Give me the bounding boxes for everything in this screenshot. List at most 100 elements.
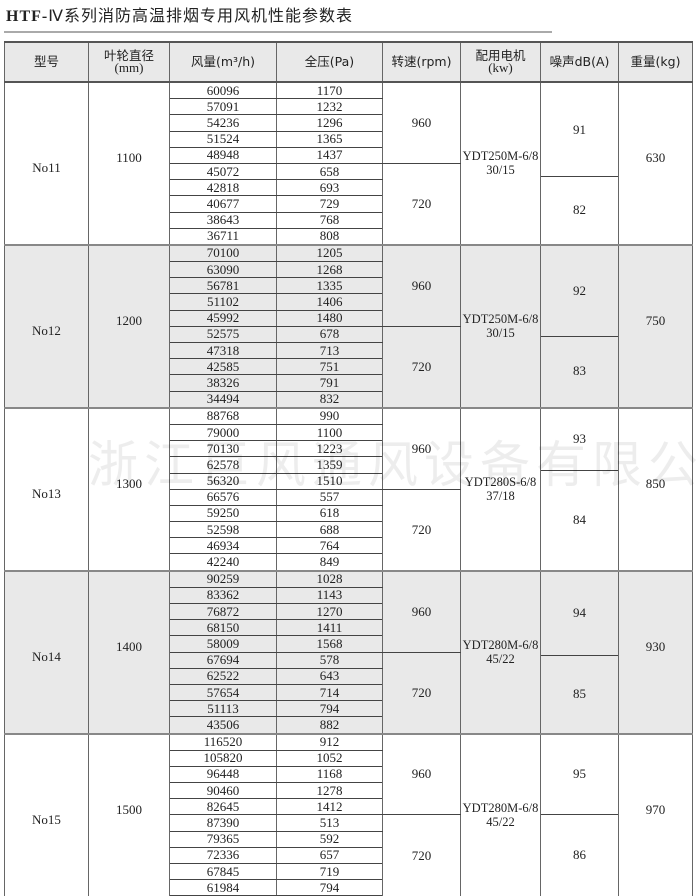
noise-cell: 91 82: [540, 81, 619, 245]
flow-cell: 54236: [169, 114, 277, 132]
table-row: 58009 1568: [5, 635, 693, 653]
pressure-cell: 1143: [276, 587, 383, 605]
pressure-cell: 719: [276, 863, 383, 881]
header-weight: 重量(kg): [618, 41, 693, 83]
weight-cell: 930: [618, 569, 693, 734]
table-row: 72336 657: [5, 847, 693, 865]
table-row: 47318 713: [5, 342, 693, 360]
model-group: No15 1500 116520 912 960 YDT280M-6/8 45/22 95 86…: [4, 732, 693, 896]
noise-low: 84: [573, 511, 586, 527]
flow-cell: 79365: [169, 831, 277, 848]
header-diameter: 叶轮直径 (mm): [88, 41, 170, 83]
pressure-cell: 1296: [276, 114, 383, 132]
speed-high-cell: 960: [382, 732, 461, 816]
flow-cell: 42818: [169, 179, 277, 197]
flow-cell: 45072: [169, 163, 277, 181]
table-row: 67845 719: [5, 863, 693, 881]
pressure-cell: 849: [276, 553, 383, 572]
pressure-cell: 990: [276, 406, 383, 425]
weight-cell: 970: [618, 732, 693, 896]
pressure-cell: 1268: [276, 261, 383, 279]
table-row: 56320 1510: [5, 473, 693, 490]
pressure-cell: 1359: [276, 456, 383, 474]
pressure-cell: 882: [276, 716, 383, 734]
flow-cell: 90460: [169, 782, 277, 800]
pressure-cell: 1406: [276, 293, 383, 311]
header-pressure: 全压(Pa): [276, 41, 383, 83]
pressure-cell: 557: [276, 489, 383, 506]
flow-cell: 47318: [169, 342, 277, 360]
model-cell: No11: [4, 81, 89, 245]
flow-cell: 59250: [169, 505, 277, 523]
noise-high: 93: [541, 409, 618, 471]
table-row: 57091 1232: [5, 98, 693, 116]
flow-cell: 87390: [169, 814, 277, 832]
noise-high: 94: [541, 572, 618, 657]
speed-low-cell: 720: [382, 652, 461, 734]
pressure-cell: 1205: [276, 243, 383, 263]
noise-low: 85: [573, 685, 586, 701]
pressure-cell: 658: [276, 163, 383, 181]
table-row: 43506 882: [5, 716, 693, 734]
header-noise: 噪声dB(A): [540, 41, 619, 83]
pressure-cell: 794: [276, 879, 383, 896]
pressure-cell: 1168: [276, 766, 383, 784]
pressure-cell: 657: [276, 847, 383, 865]
pressure-cell: 678: [276, 326, 383, 344]
flow-cell: 36711: [169, 228, 277, 246]
pressure-cell: 1028: [276, 569, 383, 588]
pressure-cell: 1480: [276, 310, 383, 327]
table-row: 52575 678 720: [5, 326, 693, 408]
pressure-cell: 578: [276, 652, 383, 669]
pressure-cell: 618: [276, 505, 383, 523]
flow-cell: 83362: [169, 587, 277, 605]
pressure-cell: 1052: [276, 750, 383, 767]
pressure-cell: 643: [276, 668, 383, 685]
pressure-cell: 912: [276, 732, 383, 751]
table-row: 90460 1278: [5, 782, 693, 800]
pressure-cell: 1411: [276, 619, 383, 637]
pressure-cell: 688: [276, 521, 383, 539]
table-row: 66576 557 720: [5, 489, 693, 571]
noise-low: 82: [573, 202, 586, 218]
pressure-cell: 1437: [276, 147, 383, 164]
flow-cell: 51524: [169, 131, 277, 148]
noise-cell: 92 83: [540, 243, 619, 408]
flow-cell: 90259: [169, 569, 277, 588]
noise-cell: 95 86: [540, 732, 619, 896]
table-row: 79000 1100: [5, 424, 693, 442]
table-row: 38326 791: [5, 374, 693, 392]
table-row: 36711 808: [5, 228, 693, 246]
table-row: 51524 1365: [5, 131, 693, 148]
pressure-cell: 1223: [276, 440, 383, 458]
flow-cell: 45992: [169, 310, 277, 327]
noise-low: 86: [573, 846, 586, 862]
weight-cell: 630: [618, 81, 693, 245]
pressure-cell: 513: [276, 814, 383, 832]
flow-cell: 48948: [169, 147, 277, 164]
pressure-cell: 729: [276, 195, 383, 213]
header-row: 型号 叶轮直径 (mm) 风量(m³/h) 全压(Pa) 转速(rpm) 配用电机…: [4, 41, 693, 83]
speed-low-cell: 720: [382, 489, 461, 571]
flow-cell: 56320: [169, 473, 277, 490]
table-row: 51113 794: [5, 700, 693, 718]
table-row: No13 1300 88768 990 960 YDT280S-6/8 37/18 93 84 8…: [4, 406, 693, 571]
flow-cell: 68150: [169, 619, 277, 637]
header-motor: 配用电机 (kw): [460, 41, 541, 83]
table-row: 79365 592: [5, 831, 693, 848]
flow-cell: 57091: [169, 98, 277, 116]
table-row: 67694 578 720: [5, 652, 693, 734]
flow-cell: 52598: [169, 521, 277, 539]
flow-cell: 79000: [169, 424, 277, 442]
flow-cell: 116520: [169, 732, 277, 751]
flow-cell: 34494: [169, 391, 277, 409]
fan-performance-table: 型号 叶轮直径 (mm) 风量(m³/h) 全压(Pa) 转速(rpm) 配用电机…: [4, 41, 693, 896]
pressure-cell: 791: [276, 374, 383, 392]
table-row: 45072 658 720: [5, 163, 693, 245]
weight-cell: 850: [618, 406, 693, 571]
noise-high: 92: [541, 246, 618, 337]
noise-high: 91: [541, 83, 618, 178]
table-row: 45992 1480: [5, 310, 693, 327]
flow-cell: 88768: [169, 406, 277, 425]
model-group: No12 1200 70100 1205 960 YDT250M-6/8 30/15 92 83…: [4, 243, 693, 409]
